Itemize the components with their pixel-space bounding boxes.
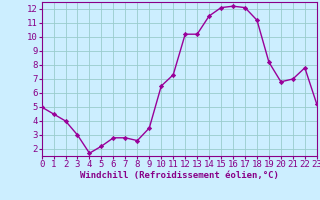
X-axis label: Windchill (Refroidissement éolien,°C): Windchill (Refroidissement éolien,°C) <box>80 171 279 180</box>
